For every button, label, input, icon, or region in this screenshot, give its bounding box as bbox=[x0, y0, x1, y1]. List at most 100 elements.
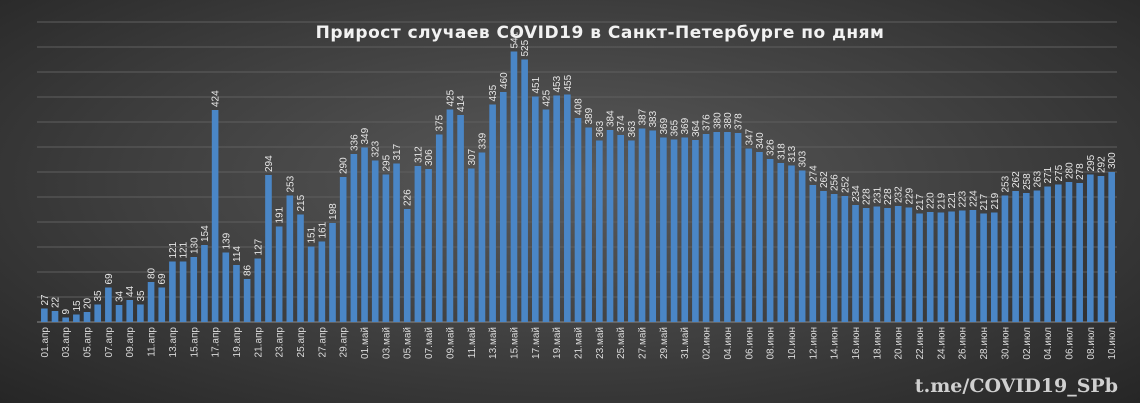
x-tick-label: 09.май bbox=[445, 327, 456, 359]
bar bbox=[1065, 182, 1073, 322]
bar bbox=[169, 261, 176, 322]
bar bbox=[371, 160, 379, 322]
data-label: 295 bbox=[1086, 154, 1097, 171]
bar bbox=[489, 104, 496, 322]
data-label: 425 bbox=[541, 89, 552, 106]
x-tick-label: 30.июн bbox=[1000, 327, 1011, 360]
x-tick-label: 07.май bbox=[424, 327, 435, 359]
data-label: 80 bbox=[147, 267, 158, 279]
x-tick-label: 10.июл bbox=[1107, 327, 1118, 360]
bar bbox=[211, 110, 219, 322]
data-label: 252 bbox=[840, 176, 851, 193]
chart-title: Прирост случаев COVID19 в Санкт-Петербур… bbox=[316, 23, 885, 43]
bar bbox=[51, 311, 59, 322]
bar bbox=[969, 210, 977, 322]
x-tick-label: 17.апр bbox=[211, 327, 222, 358]
bar bbox=[1044, 186, 1051, 322]
x-tick-label: 09.апр bbox=[125, 327, 136, 358]
data-label: 253 bbox=[1000, 175, 1011, 192]
bar bbox=[1097, 176, 1105, 322]
data-label: 229 bbox=[904, 187, 915, 204]
bar bbox=[425, 169, 432, 322]
data-label: 541 bbox=[509, 31, 520, 48]
bar bbox=[361, 147, 368, 322]
bar bbox=[841, 196, 849, 322]
data-label: 226 bbox=[403, 189, 414, 206]
bar bbox=[62, 317, 69, 322]
data-label: 69 bbox=[157, 273, 168, 285]
bar bbox=[809, 185, 817, 322]
data-label: 271 bbox=[1043, 166, 1054, 183]
bar bbox=[233, 265, 240, 322]
bar bbox=[83, 312, 91, 322]
bar bbox=[873, 206, 881, 322]
x-tick-label: 01.апр bbox=[40, 327, 51, 358]
data-label: 312 bbox=[413, 146, 424, 163]
x-tick-label: 11.апр bbox=[147, 327, 158, 357]
bar bbox=[777, 163, 785, 322]
x-tick-label: 06.июн bbox=[744, 327, 755, 360]
data-label: 20 bbox=[83, 297, 94, 309]
data-label: 154 bbox=[200, 225, 211, 242]
data-label: 363 bbox=[595, 120, 606, 137]
data-label: 408 bbox=[574, 98, 585, 115]
x-tick-label: 07.апр bbox=[104, 327, 115, 358]
bar bbox=[403, 209, 411, 322]
data-label: 318 bbox=[776, 143, 787, 160]
bar bbox=[702, 134, 710, 322]
data-label: 380 bbox=[712, 112, 723, 129]
x-tick-label: 05.апр bbox=[83, 327, 94, 358]
x-tick-label: 19.май bbox=[552, 327, 563, 359]
data-label: 161 bbox=[317, 221, 328, 238]
data-label: 256 bbox=[830, 174, 841, 191]
data-label: 424 bbox=[211, 90, 222, 107]
bar bbox=[318, 241, 326, 322]
data-label: 220 bbox=[926, 192, 937, 209]
bar bbox=[564, 94, 571, 322]
x-tick-label: 21.май bbox=[574, 327, 585, 359]
x-tick-label: 02.июл bbox=[1022, 327, 1033, 360]
data-label: 295 bbox=[381, 154, 392, 171]
x-tick-label: 04.июн bbox=[723, 327, 734, 360]
data-label: 114 bbox=[232, 246, 243, 262]
x-tick-label: 13.май bbox=[488, 327, 499, 359]
data-label: 232 bbox=[894, 186, 905, 203]
data-label: 44 bbox=[125, 285, 136, 297]
data-label: 384 bbox=[606, 110, 617, 127]
data-label: 380 bbox=[723, 112, 734, 129]
data-label: 221 bbox=[947, 191, 958, 208]
bar bbox=[724, 132, 731, 322]
data-label: 414 bbox=[456, 95, 467, 112]
x-tick-label: 14.июн bbox=[830, 327, 841, 360]
data-label: 369 bbox=[680, 117, 691, 134]
data-label: 121 bbox=[179, 241, 190, 258]
data-label: 262 bbox=[819, 171, 830, 188]
bar bbox=[681, 137, 689, 322]
bar bbox=[820, 191, 827, 322]
data-label: 307 bbox=[467, 148, 478, 165]
data-label: 290 bbox=[339, 157, 350, 174]
data-label: 35 bbox=[93, 290, 104, 302]
data-label: 139 bbox=[221, 232, 232, 249]
data-label: 228 bbox=[862, 188, 873, 205]
x-tick-label: 18.июн bbox=[872, 327, 883, 360]
x-tick-label: 23.май bbox=[595, 327, 606, 359]
x-tick-label: 12.июн bbox=[808, 327, 819, 360]
bar bbox=[1012, 191, 1019, 322]
bar bbox=[350, 154, 358, 322]
bar bbox=[1087, 174, 1094, 322]
x-tick-label: 20.июн bbox=[894, 327, 905, 360]
data-label: 292 bbox=[1096, 156, 1107, 173]
bar bbox=[41, 308, 48, 322]
x-tick-label: 25.май bbox=[616, 327, 627, 359]
data-label: 460 bbox=[499, 72, 510, 89]
bar bbox=[307, 246, 315, 322]
data-label: 234 bbox=[851, 185, 862, 202]
data-label: 365 bbox=[670, 119, 681, 136]
bar bbox=[137, 304, 144, 322]
bar bbox=[297, 214, 304, 322]
bar bbox=[617, 135, 625, 322]
x-axis-labels: 01.апр 03.апр 05.апр 07.апр 09.апр 11.апр 13.а… bbox=[40, 327, 1118, 360]
data-label: 363 bbox=[627, 120, 638, 137]
